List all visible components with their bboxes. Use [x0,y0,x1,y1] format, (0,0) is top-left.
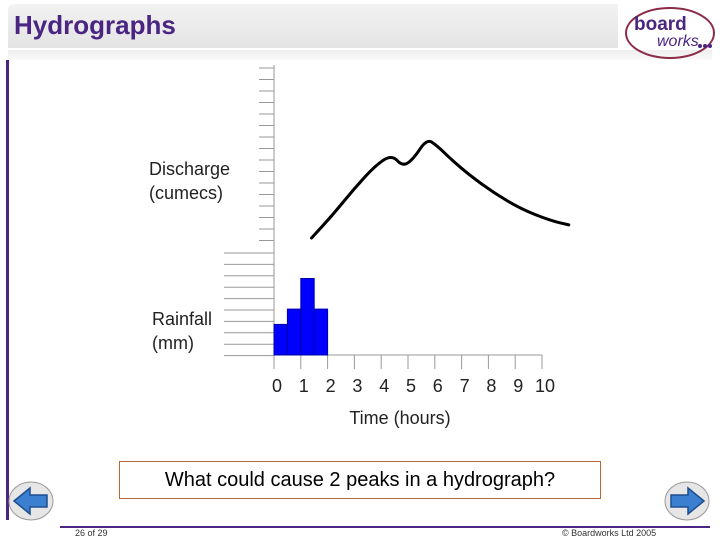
ylabel-rainfall-line2: (mm) [152,333,194,353]
question-box: What could cause 2 peaks in a hydrograph… [119,461,601,499]
boardworks-logo-icon: board works [625,7,715,59]
x-tick-label: 0 [272,376,282,396]
discharge-series-line [310,139,571,240]
frame-bottom-border [60,526,710,528]
logo-ring [625,7,715,59]
slide-counter: 26 of 29 [75,528,108,538]
x-tick-label: 2 [326,376,336,396]
arrow-right-icon [664,481,710,521]
x-tick-label: 1 [299,376,309,396]
rainfall-bars [273,278,329,356]
arrow-left-icon [8,481,54,521]
x-tick-label: 5 [406,376,416,396]
x-tick-label: 10 [535,376,555,396]
rainfall-bar [286,308,302,356]
ylabel-discharge-line2: (cumecs) [149,183,223,203]
prev-button[interactable] [8,480,54,522]
rainfall-bar [273,323,288,356]
x-tick-label: 3 [352,376,362,396]
x-tick-label: 6 [433,376,443,396]
copyright-text: © Boardworks Ltd 2005 [562,528,657,538]
ylabel-rainfall-line1: Rainfall [152,309,212,329]
x-tick-label: 4 [379,376,389,396]
page-title: Hydrographs [14,10,176,40]
logo-line2: works [657,33,699,50]
chart-axes [224,65,543,369]
header-bar [8,4,618,48]
frame-left-border [6,60,9,520]
next-button[interactable] [664,480,710,522]
x-tick-labels: 0 1 2 3 4 5 6 7 8 9 10 [272,376,555,396]
x-tick-label: 9 [513,376,523,396]
ylabel-discharge-line1: Discharge [149,159,230,179]
x-tick-label: 7 [460,376,470,396]
rainfall-bar [300,278,315,356]
logo-line1: board [634,14,687,35]
rainfall-bar [313,308,329,356]
x-tick-label: 8 [486,376,496,396]
x-axis-label: Time (hours) [349,408,450,428]
header-divider [8,50,712,60]
